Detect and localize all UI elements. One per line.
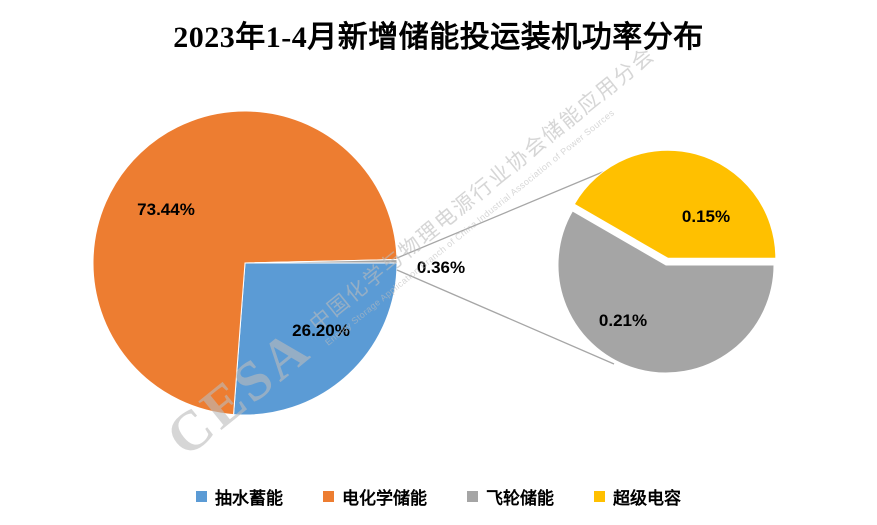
legend-item-2: 飞轮储能	[467, 484, 554, 509]
legend-label: 飞轮储能	[486, 489, 554, 508]
main-pie-slice-2	[244, 259, 398, 264]
chart-title: 2023年1-4月新增储能投运装机功率分布	[173, 21, 704, 54]
legend-swatch	[467, 491, 478, 502]
main-pie	[92, 110, 398, 416]
legend-label: 电化学储能	[342, 489, 427, 508]
connector-line-1	[396, 269, 615, 365]
legend-item-3: 超级电容	[594, 484, 681, 509]
main-pie-data-label-0: 26.20%	[292, 321, 350, 340]
legend-item-1: 电化学储能	[323, 484, 427, 509]
legend-label: 超级电容	[613, 489, 681, 508]
secondary-pie-slice-1	[573, 149, 777, 259]
chart-legend: 抽水蓄能 电化学储能 飞轮储能 超级电容	[0, 484, 877, 509]
main-pie-data-label-1: 73.44%	[137, 200, 195, 219]
secondary-pie-data-label-0: 0.21%	[599, 311, 647, 330]
secondary-pie	[557, 149, 777, 374]
secondary-pie-slice-0	[557, 210, 775, 374]
legend-swatch	[594, 491, 605, 502]
legend-label: 抽水蓄能	[215, 489, 283, 508]
connector-line-0	[396, 165, 618, 259]
legend-swatch	[196, 491, 207, 502]
legend-item-0: 抽水蓄能	[196, 484, 283, 509]
main-pie-data-label-2: 0.36%	[417, 258, 465, 277]
legend-swatch	[323, 491, 334, 502]
secondary-pie-data-label-1: 0.15%	[682, 207, 730, 226]
main-pie-slice-0	[233, 262, 398, 416]
